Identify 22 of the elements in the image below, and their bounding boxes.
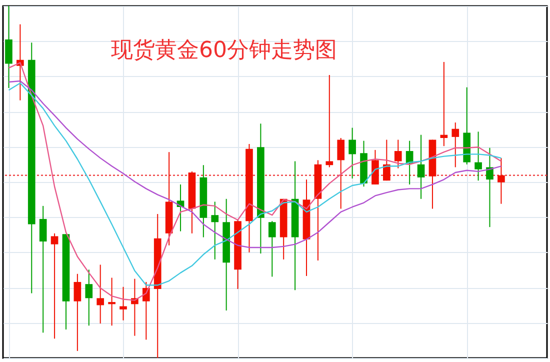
candlestick xyxy=(96,264,104,324)
candlestick xyxy=(326,74,334,168)
candlestick xyxy=(211,201,219,260)
candlestick xyxy=(452,122,460,168)
candlestick xyxy=(486,147,494,228)
candlestick xyxy=(120,286,127,321)
candlestick xyxy=(85,269,93,326)
candlestick xyxy=(108,277,116,326)
candlestick xyxy=(348,127,356,179)
candlestick xyxy=(474,131,482,182)
candlestick xyxy=(50,232,58,340)
candlestick xyxy=(142,281,150,340)
candlestick xyxy=(39,205,47,334)
candlestick xyxy=(417,134,425,200)
candlestick xyxy=(337,138,345,210)
candlestick xyxy=(74,273,82,352)
candlestick xyxy=(498,158,505,204)
candlestick xyxy=(268,220,276,278)
candlestick xyxy=(394,139,402,169)
candlestick xyxy=(440,61,448,147)
candlestick xyxy=(383,139,390,182)
text: 现货黄金60分钟走势图 xyxy=(111,38,337,63)
